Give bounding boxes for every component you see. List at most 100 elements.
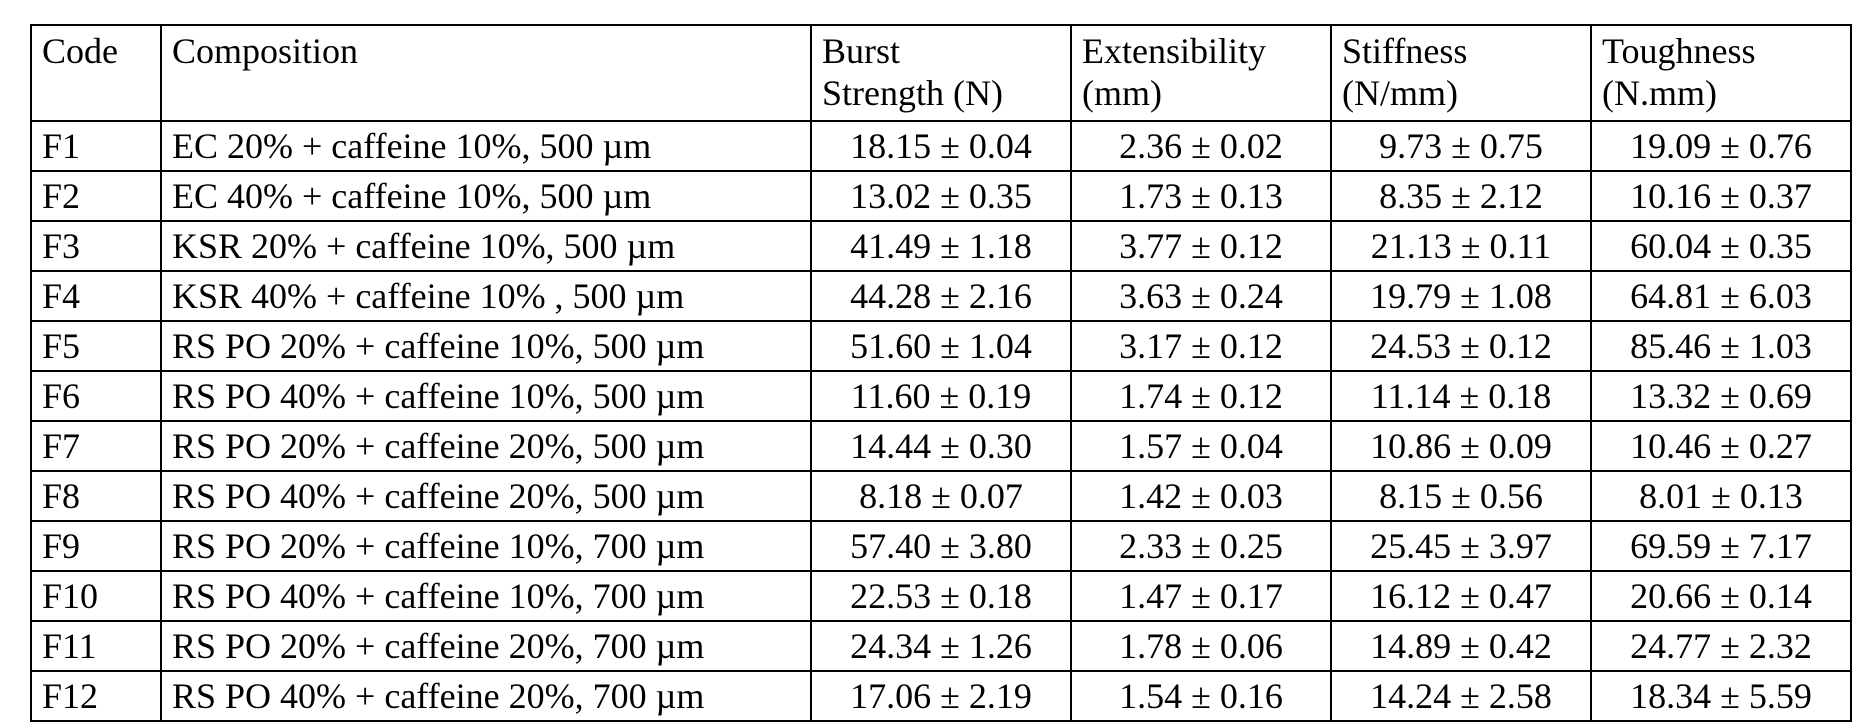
cell-code: F3 — [30, 220, 162, 272]
cell-extensibility: 1.74 ± 0.12 — [1070, 370, 1332, 422]
header-extensibility-line-1: Extensibility — [1082, 31, 1266, 71]
cell-burst-strength: 13.02 ± 0.35 — [810, 170, 1072, 222]
cell-toughness: 10.46 ± 0.27 — [1590, 420, 1852, 472]
cell-extensibility: 1.57 ± 0.04 — [1070, 420, 1332, 472]
header-toughness: Toughness (N.mm) — [1590, 24, 1852, 122]
cell-stiffness: 8.35 ± 2.12 — [1330, 170, 1592, 222]
header-code-line-1: Code — [42, 31, 118, 71]
cell-toughness: 19.09 ± 0.76 — [1590, 120, 1852, 172]
cell-code: F1 — [30, 120, 162, 172]
table-row: F5 RS PO 20% + caffeine 10%, 500 µm 51.60 … — [30, 320, 1852, 372]
header-row: Code Composition Burst Strength (N) Exte… — [30, 24, 1852, 122]
table-row: F6 RS PO 40% + caffeine 10%, 500 µm 11.60 … — [30, 370, 1852, 422]
cell-toughness: 69.59 ± 7.17 — [1590, 520, 1852, 572]
cell-toughness: 13.32 ± 0.69 — [1590, 370, 1852, 422]
cell-code: F11 — [30, 620, 162, 672]
table-row: F9 RS PO 20% + caffeine 10%, 700 µm 57.40 … — [30, 520, 1852, 572]
cell-toughness: 24.77 ± 2.32 — [1590, 620, 1852, 672]
cell-burst-strength: 11.60 ± 0.19 — [810, 370, 1072, 422]
cell-code: F7 — [30, 420, 162, 472]
cell-stiffness: 14.24 ± 2.58 — [1330, 670, 1592, 722]
cell-burst-strength: 41.49 ± 1.18 — [810, 220, 1072, 272]
table-row: F3 KSR 20% + caffeine 10%, 500 µm 41.49 ± … — [30, 220, 1852, 272]
table-row: F1 EC 20% + caffeine 10%, 500 µm 18.15 ± 0… — [30, 120, 1852, 172]
cell-toughness: 8.01 ± 0.13 — [1590, 470, 1852, 522]
cell-stiffness: 9.73 ± 0.75 — [1330, 120, 1592, 172]
header-burst-line-2: Strength (N) — [822, 73, 1003, 113]
cell-composition: RS PO 20% + caffeine 20%, 500 µm — [160, 420, 812, 472]
cell-burst-strength: 17.06 ± 2.19 — [810, 670, 1072, 722]
cell-composition: RS PO 40% + caffeine 10%, 500 µm — [160, 370, 812, 422]
cell-stiffness: 19.79 ± 1.08 — [1330, 270, 1592, 322]
cell-burst-strength: 22.53 ± 0.18 — [810, 570, 1072, 622]
cell-code: F5 — [30, 320, 162, 372]
header-stiffness: Stiffness (N/mm) — [1330, 24, 1592, 122]
header-extensibility: Extensibility (mm) — [1070, 24, 1332, 122]
cell-extensibility: 1.42 ± 0.03 — [1070, 470, 1332, 522]
cell-stiffness: 8.15 ± 0.56 — [1330, 470, 1592, 522]
cell-toughness: 60.04 ± 0.35 — [1590, 220, 1852, 272]
header-composition: Composition — [160, 24, 812, 122]
cell-burst-strength: 51.60 ± 1.04 — [810, 320, 1072, 372]
cell-composition: EC 20% + caffeine 10%, 500 µm — [160, 120, 812, 172]
header-burst-line-1: Burst — [822, 31, 901, 71]
cell-stiffness: 11.14 ± 0.18 — [1330, 370, 1592, 422]
mechanical-properties-table: Code Composition Burst Strength (N) Exte… — [30, 24, 1852, 722]
cell-composition: RS PO 20% + caffeine 10%, 500 µm — [160, 320, 812, 372]
cell-extensibility: 3.17 ± 0.12 — [1070, 320, 1332, 372]
cell-extensibility: 1.47 ± 0.17 — [1070, 570, 1332, 622]
cell-code: F9 — [30, 520, 162, 572]
cell-composition: RS PO 40% + caffeine 20%, 500 µm — [160, 470, 812, 522]
table-row: F11 RS PO 20% + caffeine 20%, 700 µm 24.34… — [30, 620, 1852, 672]
cell-toughness: 64.81 ± 6.03 — [1590, 270, 1852, 322]
cell-toughness: 10.16 ± 0.37 — [1590, 170, 1852, 222]
table-body: Code Composition Burst Strength (N) Exte… — [30, 24, 1852, 722]
header-composition-line-1: Composition — [172, 31, 359, 71]
cell-extensibility: 1.78 ± 0.06 — [1070, 620, 1332, 672]
header-toughness-line-2: (N.mm) — [1602, 73, 1717, 113]
cell-toughness: 85.46 ± 1.03 — [1590, 320, 1852, 372]
cell-stiffness: 24.53 ± 0.12 — [1330, 320, 1592, 372]
cell-composition: RS PO 20% + caffeine 20%, 700 µm — [160, 620, 812, 672]
table-container: Code Composition Burst Strength (N) Exte… — [30, 24, 1852, 722]
header-stiffness-line-1: Stiffness — [1342, 31, 1468, 71]
table-row: F12 RS PO 40% + caffeine 20%, 700 µm 17.06… — [30, 670, 1852, 722]
cell-burst-strength: 24.34 ± 1.26 — [810, 620, 1072, 672]
cell-stiffness: 14.89 ± 0.42 — [1330, 620, 1592, 672]
table-row: F4 KSR 40% + caffeine 10% , 500 µm 44.28 ±… — [30, 270, 1852, 322]
cell-composition: KSR 40% + caffeine 10% , 500 µm — [160, 270, 812, 322]
cell-composition: RS PO 40% + caffeine 20%, 700 µm — [160, 670, 812, 722]
cell-stiffness: 21.13 ± 0.11 — [1330, 220, 1592, 272]
cell-burst-strength: 57.40 ± 3.80 — [810, 520, 1072, 572]
cell-stiffness: 16.12 ± 0.47 — [1330, 570, 1592, 622]
header-stiffness-line-2: (N/mm) — [1342, 73, 1458, 113]
cell-extensibility: 1.73 ± 0.13 — [1070, 170, 1332, 222]
table-row: F7 RS PO 20% + caffeine 20%, 500 µm 14.44 … — [30, 420, 1852, 472]
header-toughness-line-1: Toughness — [1602, 31, 1756, 71]
cell-burst-strength: 44.28 ± 2.16 — [810, 270, 1072, 322]
header-burst-strength: Burst Strength (N) — [810, 24, 1072, 122]
cell-code: F12 — [30, 670, 162, 722]
cell-toughness: 18.34 ± 5.59 — [1590, 670, 1852, 722]
table-row: F10 RS PO 40% + caffeine 10%, 700 µm 22.53… — [30, 570, 1852, 622]
cell-stiffness: 10.86 ± 0.09 — [1330, 420, 1592, 472]
cell-burst-strength: 18.15 ± 0.04 — [810, 120, 1072, 172]
cell-code: F10 — [30, 570, 162, 622]
cell-stiffness: 25.45 ± 3.97 — [1330, 520, 1592, 572]
table-row: F2 EC 40% + caffeine 10%, 500 µm 13.02 ± 0… — [30, 170, 1852, 222]
cell-extensibility: 3.63 ± 0.24 — [1070, 270, 1332, 322]
cell-toughness: 20.66 ± 0.14 — [1590, 570, 1852, 622]
cell-composition: EC 40% + caffeine 10%, 500 µm — [160, 170, 812, 222]
cell-code: F8 — [30, 470, 162, 522]
header-code: Code — [30, 24, 162, 122]
cell-code: F2 — [30, 170, 162, 222]
cell-composition: KSR 20% + caffeine 10%, 500 µm — [160, 220, 812, 272]
table-row: F8 RS PO 40% + caffeine 20%, 500 µm 8.18 ±… — [30, 470, 1852, 522]
cell-code: F4 — [30, 270, 162, 322]
header-extensibility-line-2: (mm) — [1082, 73, 1162, 113]
cell-extensibility: 3.77 ± 0.12 — [1070, 220, 1332, 272]
cell-code: F6 — [30, 370, 162, 422]
cell-extensibility: 2.33 ± 0.25 — [1070, 520, 1332, 572]
cell-extensibility: 2.36 ± 0.02 — [1070, 120, 1332, 172]
cell-burst-strength: 8.18 ± 0.07 — [810, 470, 1072, 522]
